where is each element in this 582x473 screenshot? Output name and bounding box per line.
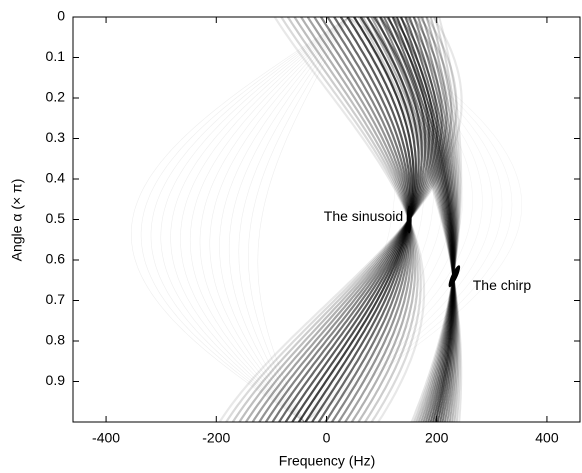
- annotation: The chirp: [473, 277, 532, 293]
- ridge: [170, 17, 349, 422]
- x-tick-label: -200: [202, 430, 230, 446]
- ridge: [304, 17, 513, 422]
- ridge: [410, 17, 463, 422]
- y-tick-label: 0: [57, 8, 65, 24]
- ridge: [304, 17, 522, 422]
- ridge: [362, 17, 460, 422]
- ridge: [417, 17, 459, 422]
- y-tick-label: 0.5: [46, 210, 66, 226]
- ridge: [370, 17, 458, 422]
- ridge: [228, 17, 349, 422]
- ridge: [140, 17, 349, 422]
- ridge: [150, 17, 349, 422]
- ridge: [366, 17, 459, 422]
- y-tick-label: 0.6: [46, 251, 66, 267]
- ridge: [219, 17, 349, 422]
- x-tick-label: 0: [323, 430, 331, 446]
- x-tick-label: -400: [92, 430, 120, 446]
- x-axis-label: Frequency (Hz): [279, 453, 375, 469]
- ridge: [374, 17, 457, 422]
- ridge: [248, 17, 349, 422]
- ridge: [379, 17, 456, 422]
- ridge: [180, 17, 349, 422]
- y-tick-label: 0.1: [46, 48, 66, 64]
- y-tick-label: 0.9: [46, 372, 66, 388]
- ridge: [304, 17, 473, 422]
- y-tick-label: 0.3: [46, 129, 66, 145]
- ridge: [304, 17, 396, 422]
- y-axis-label: Angle α (× π): [9, 179, 25, 262]
- x-tick-label: 200: [425, 430, 449, 446]
- ridge: [353, 17, 463, 422]
- ridge: [238, 17, 349, 422]
- y-tick-label: 0.4: [46, 170, 66, 186]
- sinusoid-peak: [406, 205, 412, 234]
- annotation: The sinusoid: [324, 208, 403, 224]
- y-tick-label: 0.2: [46, 89, 66, 105]
- y-tick-label: 0.7: [46, 291, 66, 307]
- ridge: [415, 17, 460, 422]
- ridge: [357, 17, 461, 422]
- ridge: [131, 17, 349, 422]
- ridge: [209, 17, 349, 422]
- ridge: [413, 17, 461, 422]
- ridge: [160, 17, 349, 422]
- x-tick-label: 400: [535, 430, 559, 446]
- heatmap: [131, 17, 522, 422]
- ridge: [189, 17, 349, 422]
- ridge: [199, 17, 349, 422]
- ridge: [417, 17, 457, 422]
- chirp-peak: [448, 265, 461, 288]
- ridge: [257, 17, 349, 422]
- ridge: [420, 17, 458, 422]
- y-tick-label: 0.8: [46, 332, 66, 348]
- ridge: [383, 17, 455, 422]
